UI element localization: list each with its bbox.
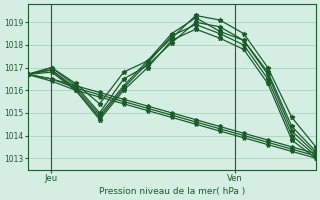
X-axis label: Pression niveau de la mer( hPa ): Pression niveau de la mer( hPa ): [99, 187, 245, 196]
